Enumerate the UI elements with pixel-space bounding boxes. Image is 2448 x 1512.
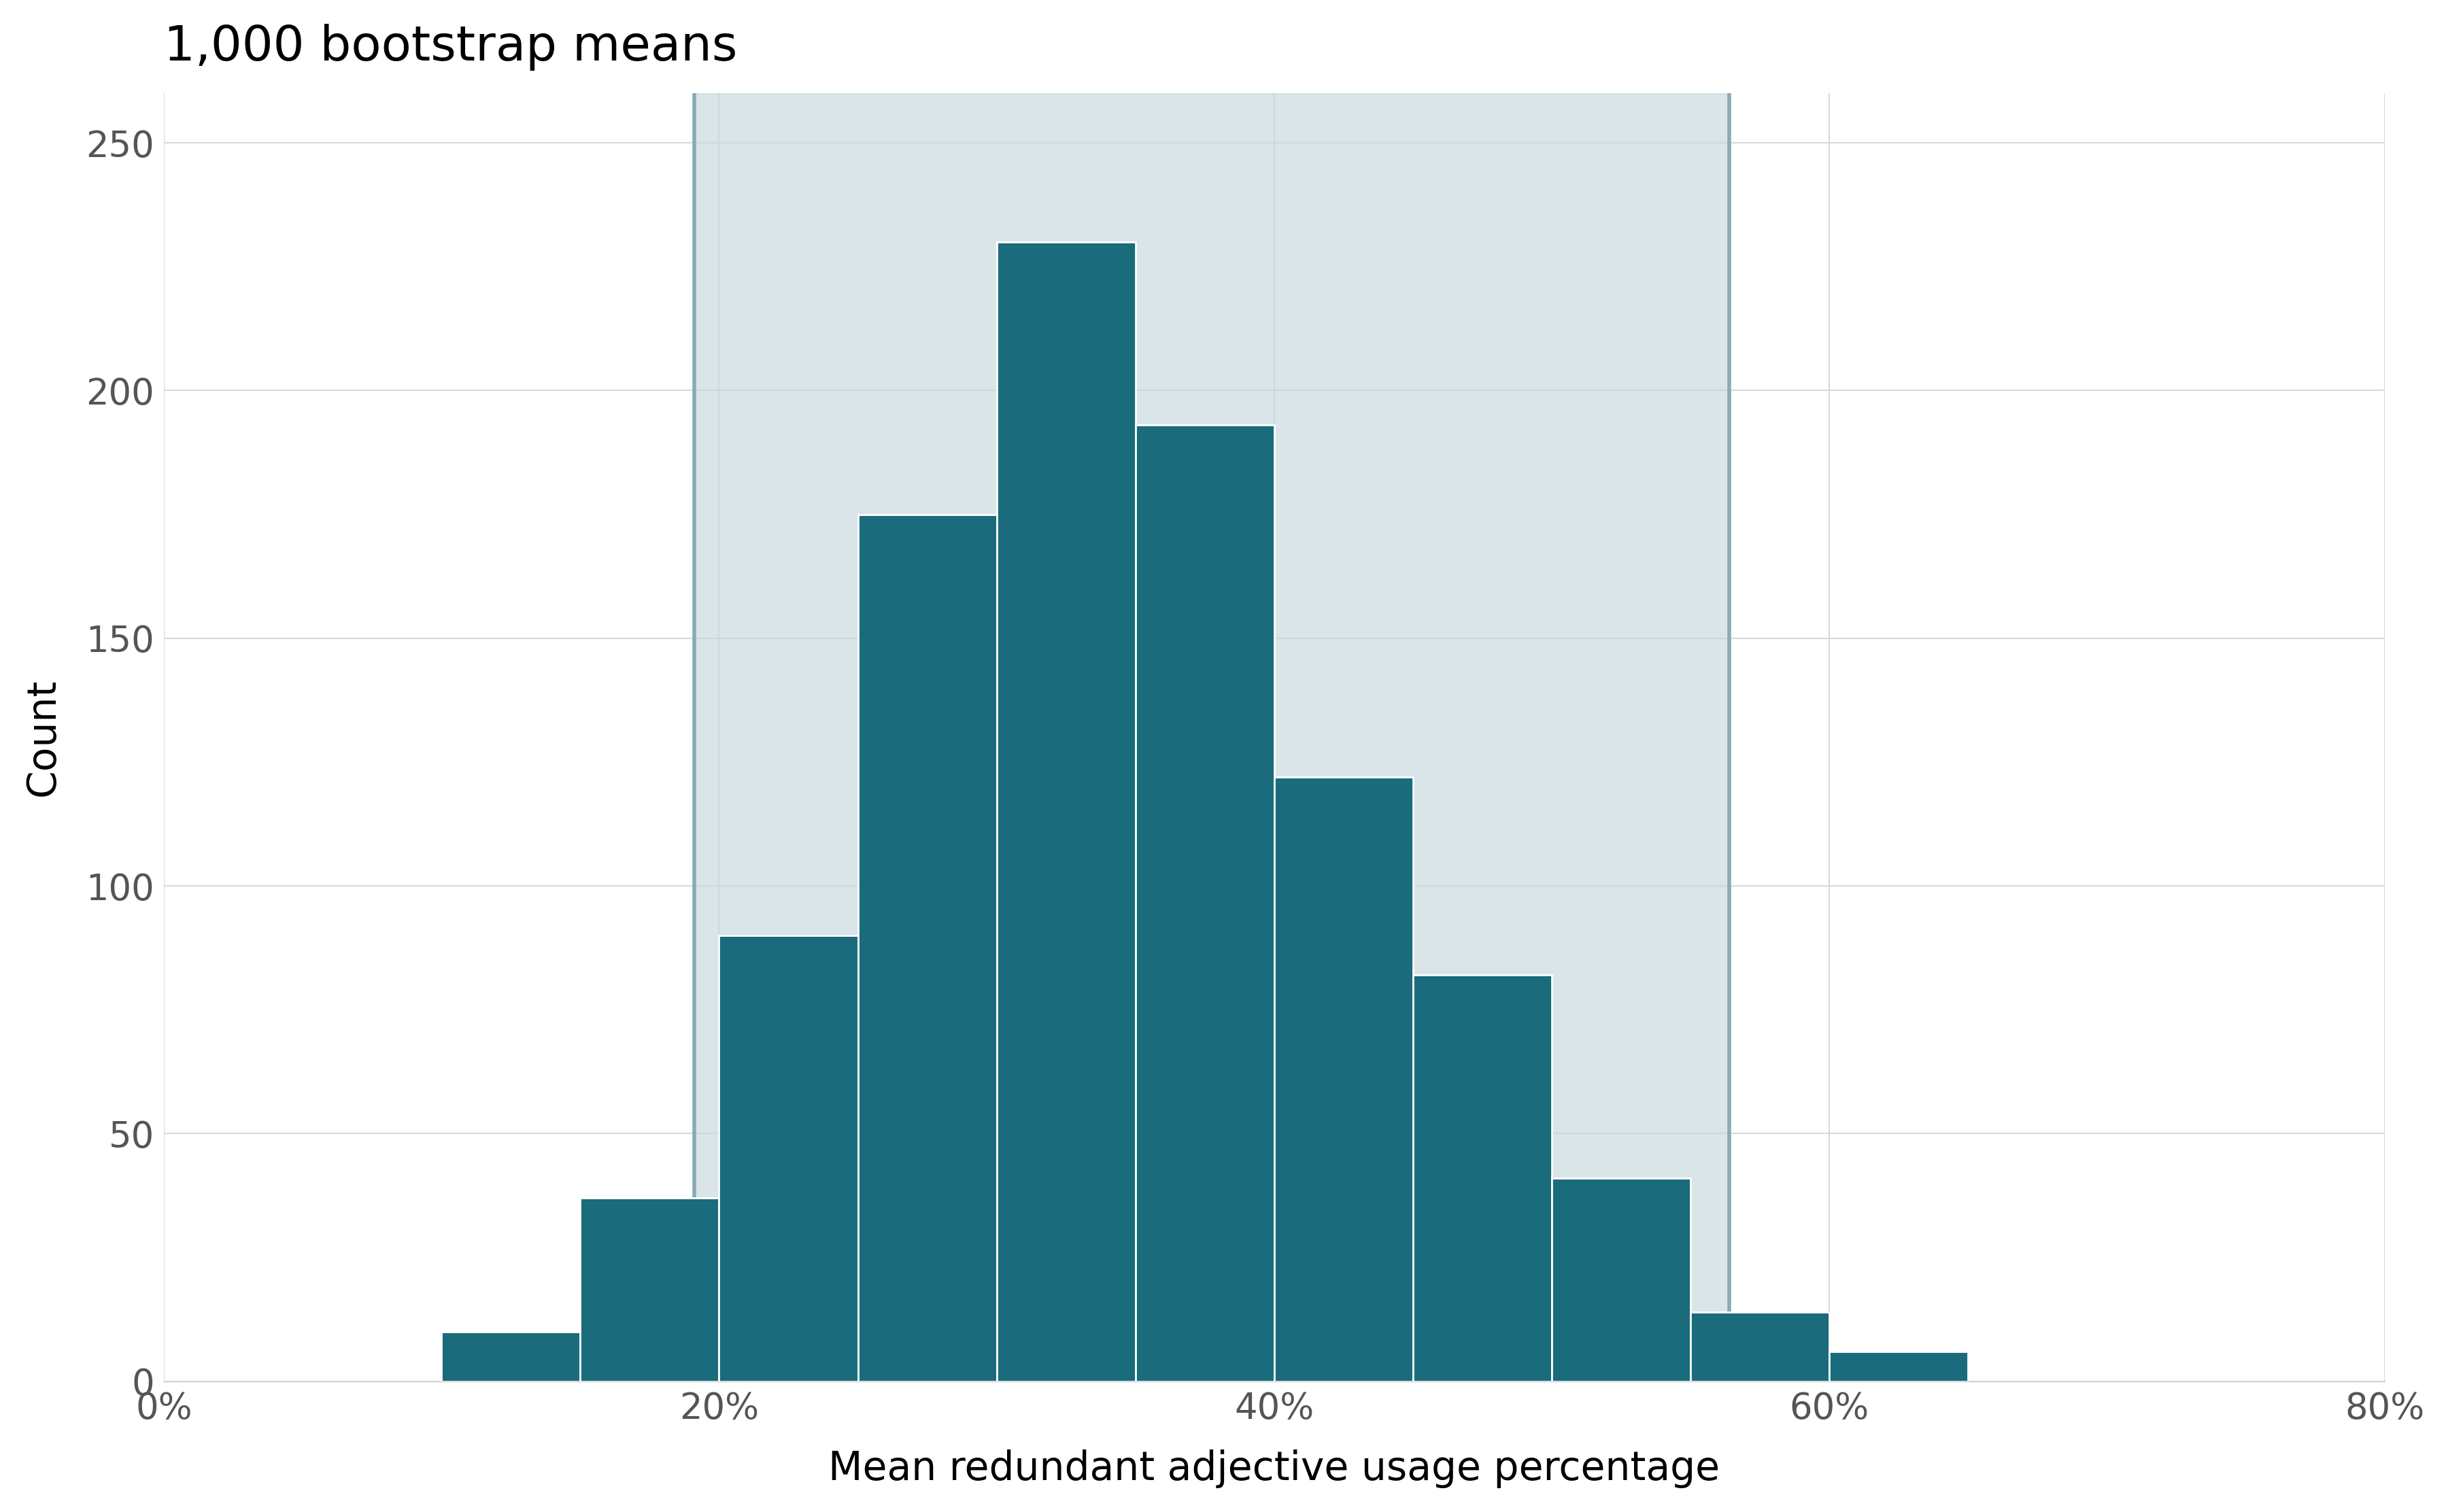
Bar: [580, 1198, 720, 1382]
Bar: [695, 94, 1728, 1382]
Bar: [441, 1332, 580, 1382]
Bar: [1829, 1352, 1968, 1382]
X-axis label: Mean redundant adjective usage percentage: Mean redundant adjective usage percentag…: [827, 1450, 1721, 1488]
Bar: [1275, 777, 1412, 1382]
Bar: [1412, 975, 1552, 1382]
Text: 1,000 bootstrap means: 1,000 bootstrap means: [164, 24, 737, 71]
Bar: [857, 514, 996, 1382]
Bar: [1692, 1312, 1829, 1382]
Bar: [1136, 425, 1275, 1382]
Bar: [720, 936, 857, 1382]
Bar: [1552, 1178, 1692, 1382]
Y-axis label: Count: Count: [24, 679, 61, 797]
Bar: [996, 242, 1136, 1382]
